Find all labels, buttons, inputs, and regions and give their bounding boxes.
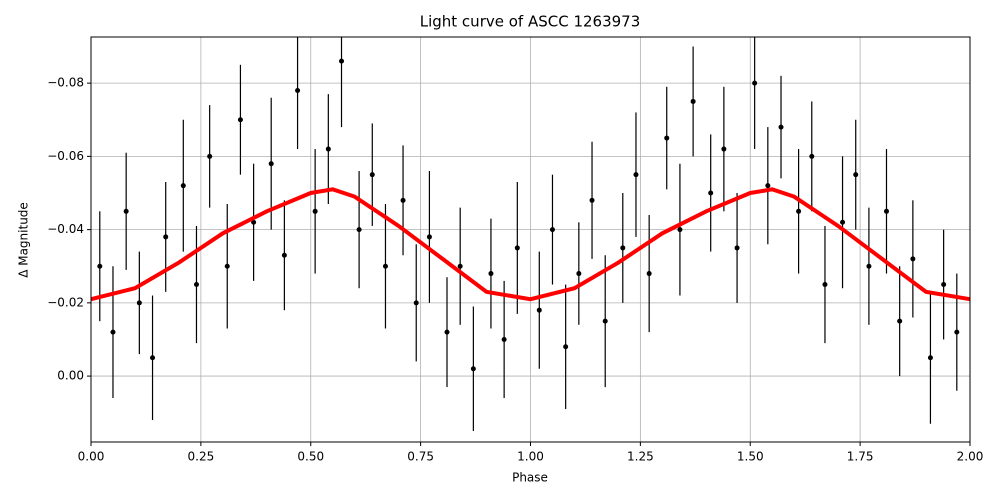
data-point — [488, 271, 494, 277]
data-point — [268, 161, 274, 167]
x-tick-label: 1.25 — [627, 450, 654, 464]
data-point — [325, 146, 331, 152]
data-point — [721, 146, 727, 152]
data-point — [281, 252, 287, 258]
data-point — [563, 344, 569, 350]
x-tick-label: 2.00 — [957, 450, 984, 464]
data-point — [866, 263, 872, 269]
data-point — [356, 227, 362, 233]
data-point — [809, 153, 815, 159]
data-point — [910, 256, 916, 262]
data-point — [413, 300, 419, 306]
data-point — [110, 329, 116, 335]
x-tick-label: 1.50 — [737, 450, 764, 464]
data-point — [677, 227, 683, 233]
data-point — [382, 263, 388, 269]
data-point — [765, 183, 771, 189]
data-point — [589, 197, 595, 203]
data-point — [180, 183, 186, 189]
data-point — [927, 355, 933, 361]
y-tick-label: −0.02 — [47, 295, 84, 309]
data-point — [822, 282, 828, 288]
data-point — [369, 172, 375, 178]
data-point — [752, 80, 758, 86]
data-point — [796, 208, 802, 214]
data-point — [883, 208, 889, 214]
data-point — [690, 98, 696, 104]
data-point — [163, 234, 169, 240]
data-point — [193, 282, 199, 288]
data-point — [646, 271, 652, 277]
data-point — [633, 172, 639, 178]
y-tick-label: −0.08 — [47, 76, 84, 90]
data-point — [97, 263, 103, 269]
data-point — [840, 219, 846, 225]
x-tick-label: 0.75 — [407, 450, 434, 464]
data-point — [136, 300, 142, 306]
data-point — [400, 197, 406, 203]
data-point — [339, 58, 345, 64]
chart-title: Light curve of ASCC 1263973 — [420, 13, 641, 31]
y-tick-label: 0.00 — [57, 369, 84, 383]
y-axis-label: Δ Magnitude — [17, 202, 31, 278]
x-tick-label: 1.75 — [847, 450, 874, 464]
data-point — [444, 329, 450, 335]
data-point — [954, 329, 960, 335]
data-point — [602, 318, 608, 324]
data-point — [312, 208, 318, 214]
y-tick-label: −0.04 — [47, 222, 84, 236]
data-point — [207, 153, 213, 159]
data-point — [470, 366, 476, 372]
data-point — [295, 87, 301, 93]
data-point — [664, 135, 670, 141]
data-point — [514, 245, 520, 251]
data-point — [123, 208, 129, 214]
data-point — [224, 263, 230, 269]
trend-line — [90, 187, 971, 302]
data-point — [150, 355, 156, 361]
data-point — [576, 271, 582, 277]
x-axis-label: Phase — [512, 471, 548, 485]
data-point — [941, 282, 947, 288]
x-tick-label: 0.00 — [78, 450, 105, 464]
data-point — [237, 117, 243, 123]
y-tick-label: −0.06 — [47, 149, 84, 163]
data-point — [778, 124, 784, 130]
data-point — [708, 190, 714, 196]
x-tick-label: 1.00 — [517, 450, 544, 464]
x-tick-label: 0.50 — [297, 450, 324, 464]
data-point — [457, 263, 463, 269]
data-point — [536, 307, 542, 313]
data-point — [734, 245, 740, 251]
x-tick-label: 0.25 — [188, 450, 215, 464]
data-point — [897, 318, 903, 324]
data-point — [426, 234, 432, 240]
data-point — [620, 245, 626, 251]
plot-frame — [90, 36, 971, 443]
data-point — [549, 227, 555, 233]
data-point — [251, 219, 257, 225]
data-point — [501, 336, 507, 342]
data-point — [853, 172, 859, 178]
